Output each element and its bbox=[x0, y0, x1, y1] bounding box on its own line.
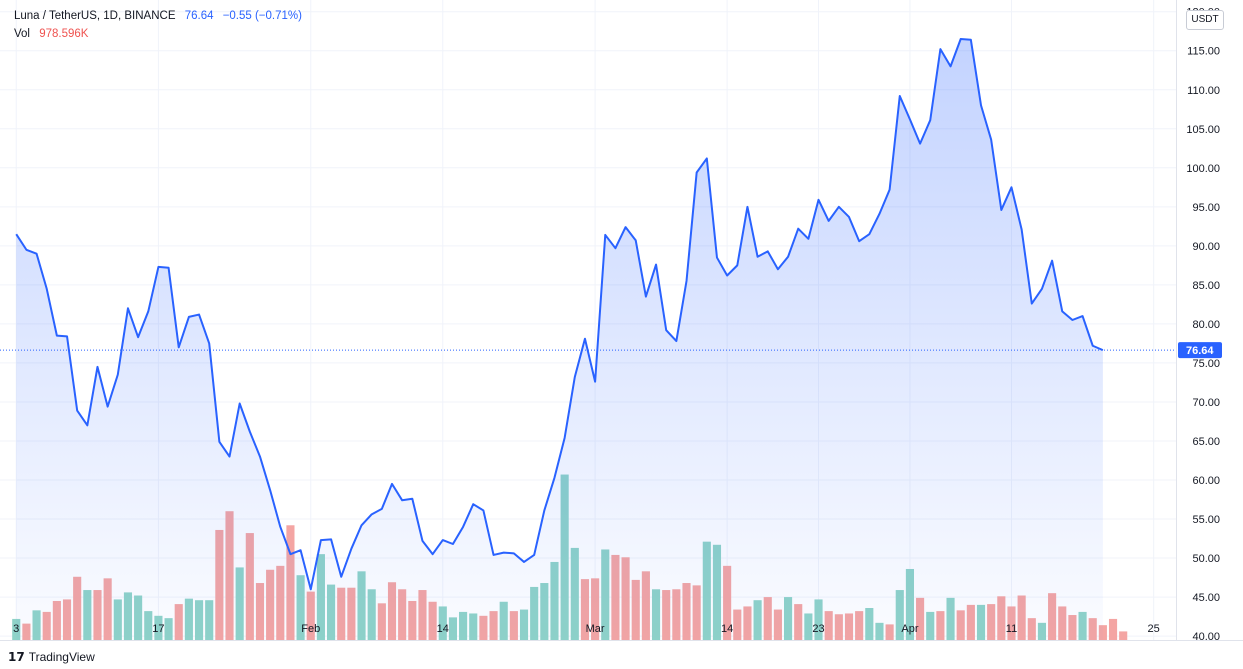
price-tick-label: 85.00 bbox=[1192, 280, 1220, 292]
price-tick-label: 70.00 bbox=[1192, 397, 1220, 409]
legend-volume-row: Vol 978.596K bbox=[14, 28, 94, 40]
price-tick-label: 65.00 bbox=[1192, 436, 1220, 448]
price-tick-label: 45.00 bbox=[1192, 592, 1220, 604]
last-price: 76.64 bbox=[184, 10, 214, 22]
volume-bar bbox=[1108, 618, 1118, 640]
price-tick-label: 60.00 bbox=[1192, 475, 1220, 487]
symbol-title[interactable]: Luna / TetherUS, 1D, BINANCE bbox=[14, 10, 176, 22]
time-axis: 3 17 Feb 14 Mar 14 23 Apr 11 25 bbox=[13, 623, 1160, 635]
time-tick-label: Apr bbox=[901, 623, 918, 635]
time-tick-label: 25 bbox=[1148, 623, 1160, 635]
price-tick-label: 40.00 bbox=[1192, 631, 1220, 643]
price-tick-label: 55.00 bbox=[1192, 514, 1220, 526]
time-tick-label: 17 bbox=[152, 623, 164, 635]
price-area-fill bbox=[16, 39, 1103, 640]
price-tick-label: 100.00 bbox=[1186, 163, 1220, 175]
price-tick-label: 95.00 bbox=[1192, 202, 1220, 214]
last-price-label-text: 76.64 bbox=[1186, 345, 1214, 357]
time-tick-label: Feb bbox=[301, 623, 320, 635]
price-tick-label: 115.00 bbox=[1187, 46, 1220, 58]
volume-value: 978.596K bbox=[39, 28, 89, 40]
currency-badge[interactable]: USDT bbox=[1186, 10, 1224, 30]
price-tick-label: 105.00 bbox=[1186, 124, 1220, 136]
volume-label[interactable]: Vol bbox=[14, 28, 30, 40]
price-tick-label: 75.00 bbox=[1192, 358, 1220, 370]
time-tick-label: 14 bbox=[721, 623, 733, 635]
time-tick-label: 3 bbox=[13, 623, 19, 635]
legend-symbol-row: Luna / TetherUS, 1D, BINANCE 76.64 −0.55… bbox=[14, 10, 308, 22]
time-tick-label: 14 bbox=[437, 623, 449, 635]
price-axis: 40.00 45.00 50.00 55.00 60.00 65.00 70.00 75.00… bbox=[1186, 7, 1220, 643]
price-tick-label: 90.00 bbox=[1192, 241, 1220, 253]
price-line bbox=[15, 38, 1104, 591]
price-tick-label: 80.00 bbox=[1192, 319, 1220, 331]
volume-bar bbox=[12, 618, 21, 640]
tradingview-logo-icon: 17 bbox=[8, 650, 25, 664]
volume-bar bbox=[1119, 631, 1128, 640]
time-tick-label: 23 bbox=[812, 623, 824, 635]
time-tick-label: 11 bbox=[1006, 623, 1017, 635]
tradingview-branding[interactable]: 17 TradingView bbox=[8, 650, 95, 664]
time-tick-label: Mar bbox=[586, 623, 605, 635]
last-price-label: 76.64 bbox=[1178, 342, 1222, 359]
price-tick-label: 50.00 bbox=[1192, 553, 1220, 565]
volume-bar bbox=[1098, 625, 1107, 640]
price-change: −0.55 (−0.71%) bbox=[222, 10, 302, 22]
last-price-label-bg bbox=[1178, 342, 1222, 359]
price-tick-label: 110.00 bbox=[1187, 85, 1220, 97]
tradingview-name: TradingView bbox=[28, 650, 95, 664]
